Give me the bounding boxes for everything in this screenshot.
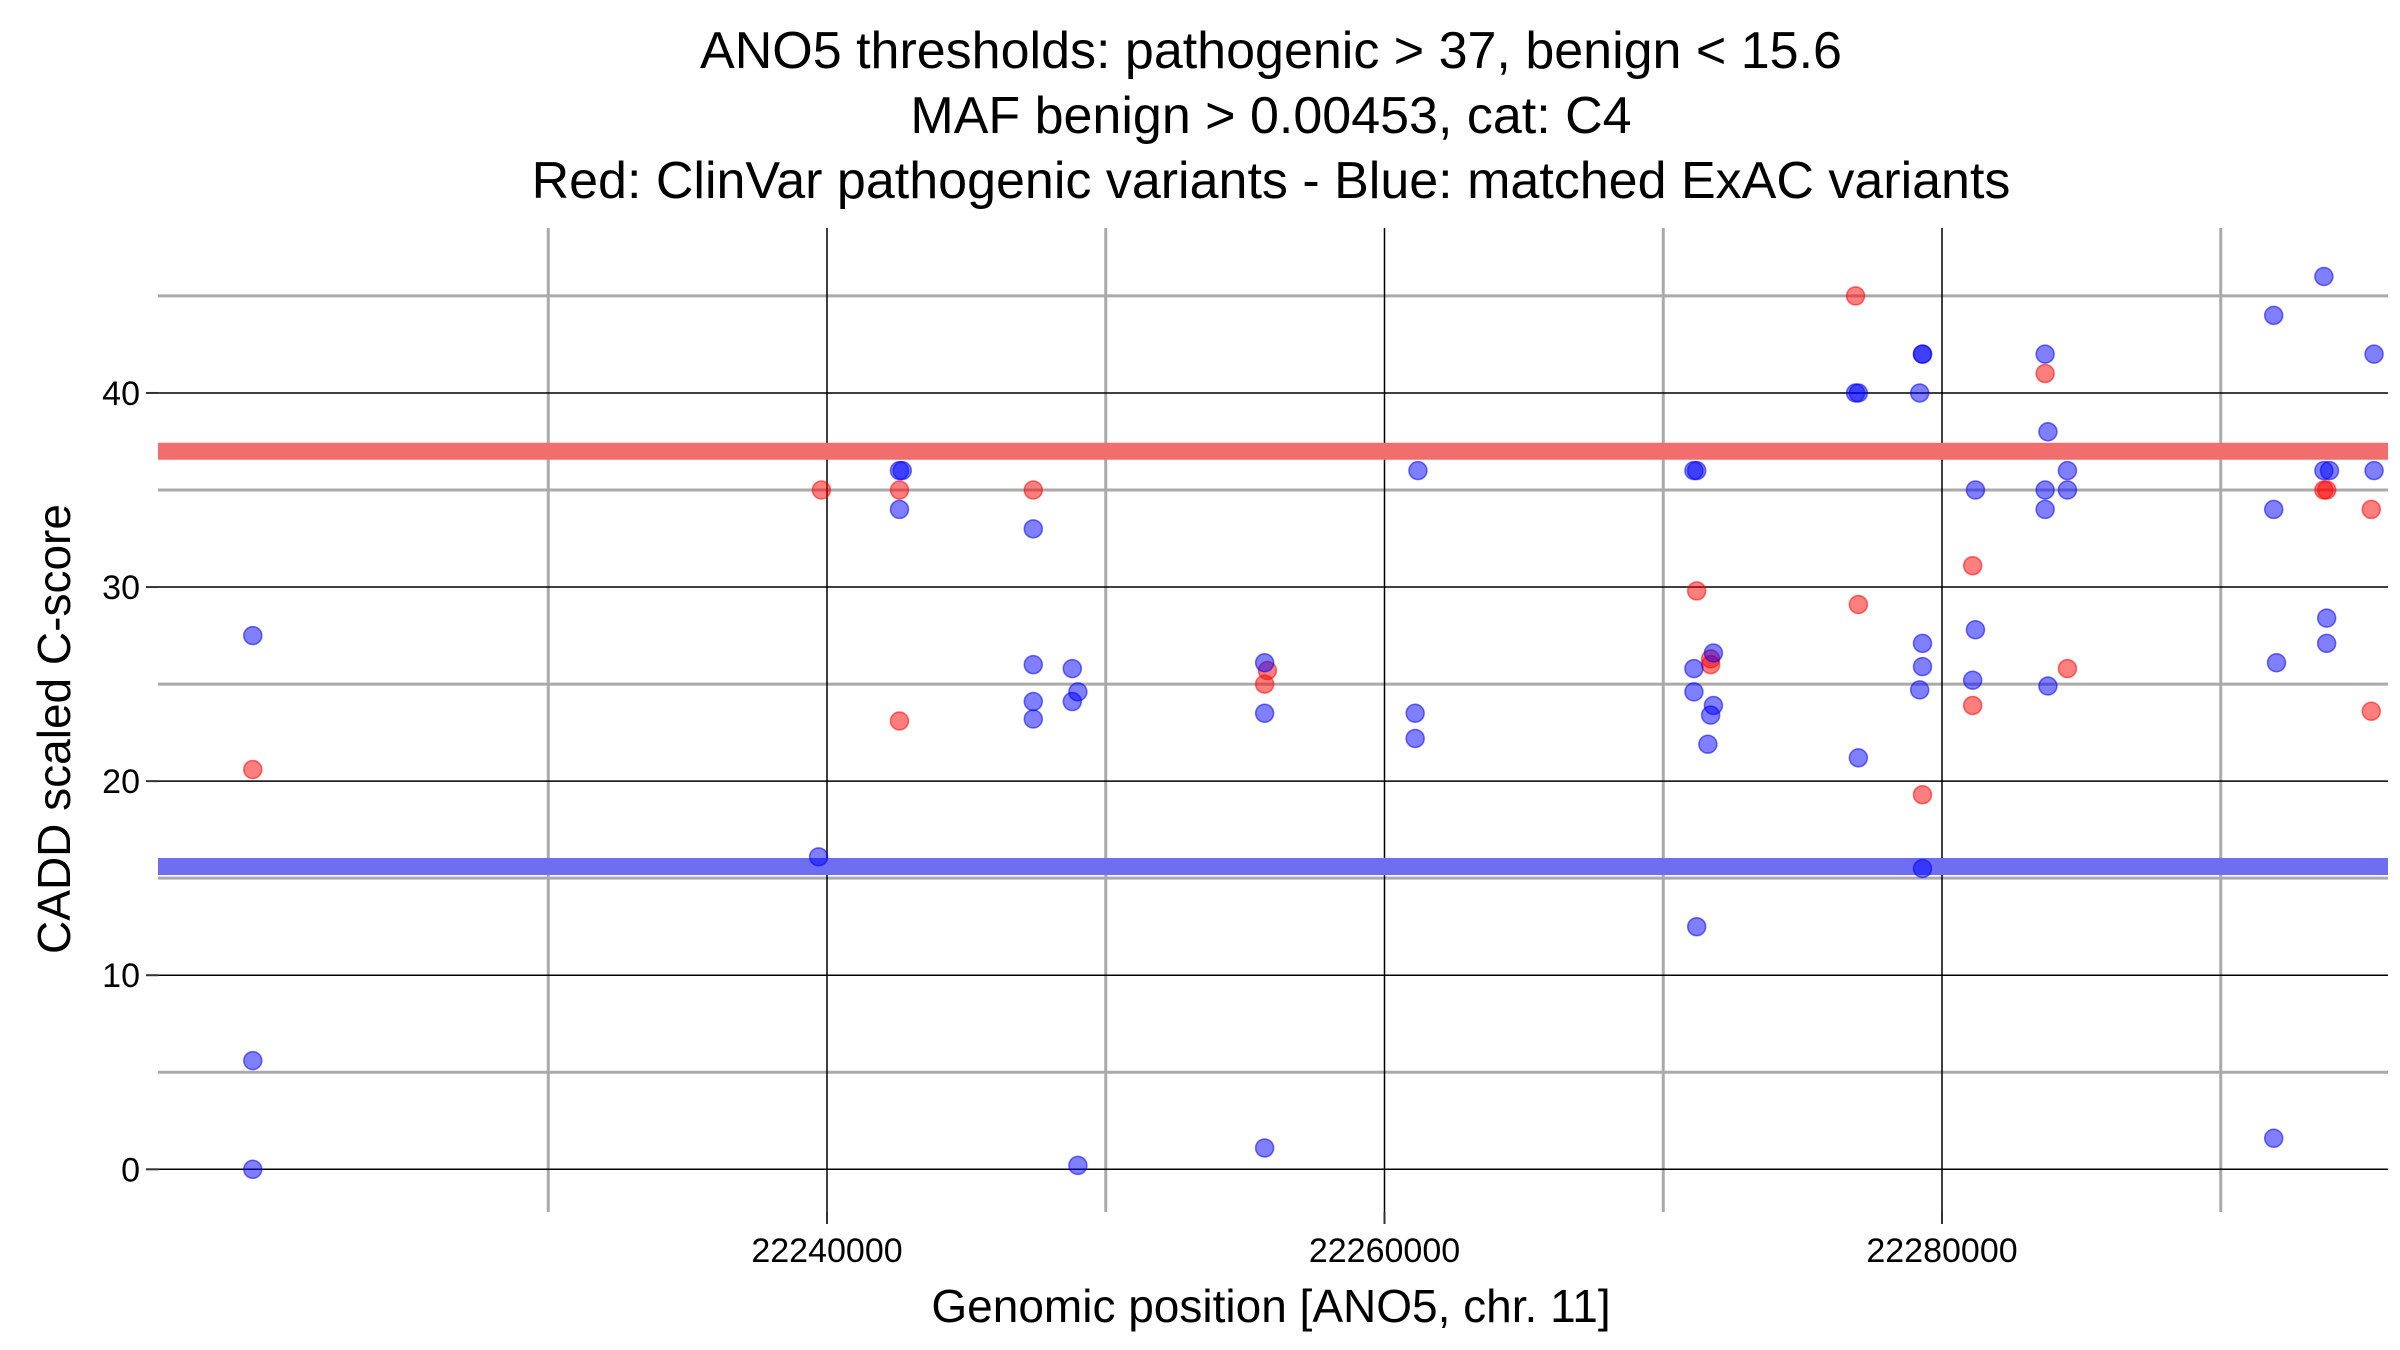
data-point <box>2057 658 2078 679</box>
axis-ticks: 0 10 20 30 40 22240000 22260000 22280000 <box>102 375 2017 1270</box>
data-point <box>1848 748 1869 768</box>
data-point <box>1068 682 1088 702</box>
data-point <box>2057 460 2078 481</box>
data-point <box>889 480 910 500</box>
x-tick-label: 22240000 <box>751 1232 902 1270</box>
data-point <box>1686 581 1707 601</box>
data-point <box>243 625 263 646</box>
x-tick-label: 22260000 <box>1309 1232 1460 1270</box>
data-point <box>243 1159 263 1180</box>
data-point <box>1845 286 1866 306</box>
data-point <box>243 1050 263 1071</box>
data-point <box>2038 422 2058 442</box>
data-point <box>1408 460 1428 481</box>
data-point <box>1962 670 1983 690</box>
data-point <box>889 499 910 520</box>
data-point <box>2035 363 2055 384</box>
grid <box>158 228 2388 1212</box>
data-point <box>1684 658 1704 679</box>
series-exac-matched <box>243 266 2384 1180</box>
data-point <box>1686 916 1707 937</box>
data-point <box>2361 701 2382 722</box>
y-tick-label: 30 <box>102 569 140 607</box>
data-point <box>889 711 910 731</box>
data-point <box>243 759 263 780</box>
data-point <box>1405 728 1425 749</box>
data-point <box>2314 266 2334 287</box>
y-tick-label: 40 <box>102 375 140 413</box>
data-point <box>1023 691 1044 712</box>
data-point <box>2316 480 2337 500</box>
data-points <box>243 266 2384 1180</box>
data-point <box>1023 709 1044 729</box>
data-point <box>2319 460 2340 481</box>
data-point <box>1965 620 1986 640</box>
title-line-3: Red: ClinVar pathogenic variants - Blue:… <box>532 152 2011 210</box>
data-point <box>1703 643 1724 663</box>
data-point <box>2263 1128 2284 1148</box>
data-point <box>2361 499 2382 520</box>
data-point <box>2263 499 2284 520</box>
data-point <box>1912 858 1933 879</box>
y-tick-label: 0 <box>121 1151 140 1189</box>
title-line-1: ANO5 thresholds: pathogenic > 37, benign… <box>700 22 1842 80</box>
data-point <box>1909 680 1930 700</box>
y-tick-label: 20 <box>102 763 140 801</box>
data-point <box>892 460 913 481</box>
data-point <box>1912 633 1933 654</box>
data-point <box>2316 608 2337 628</box>
data-point <box>808 847 829 867</box>
data-point <box>1254 703 1275 723</box>
data-point <box>1962 555 1983 576</box>
series-clinvar-pathogenic <box>243 286 2382 805</box>
y-axis-label: CADD scaled C-score <box>28 504 80 954</box>
data-point <box>2266 652 2287 673</box>
data-point <box>1912 784 1933 805</box>
x-axis-label: Genomic position [ANO5, chr. 11] <box>931 1280 1610 1332</box>
data-point <box>1848 594 1869 615</box>
data-point <box>1912 344 1933 364</box>
data-point <box>1023 519 1044 539</box>
data-point <box>2038 676 2058 696</box>
data-point <box>2364 460 2384 481</box>
data-point <box>1023 654 1044 675</box>
chart-title: ANO5 thresholds: pathogenic > 37, benign… <box>532 22 2011 210</box>
data-point <box>2263 305 2284 326</box>
data-point <box>1848 383 1869 403</box>
data-point <box>1023 480 1044 500</box>
data-point <box>1962 695 1983 716</box>
x-tick-label: 22280000 <box>1866 1232 2017 1270</box>
data-point <box>1698 734 1718 755</box>
data-point <box>2035 499 2055 520</box>
data-point <box>1062 658 1083 679</box>
data-point <box>2364 344 2384 364</box>
data-point <box>1254 1138 1275 1158</box>
data-point <box>1909 383 1930 403</box>
data-point <box>1700 705 1721 725</box>
data-point <box>2316 633 2337 654</box>
data-point <box>1684 682 1704 702</box>
data-point <box>1912 656 1933 677</box>
data-point <box>1254 652 1275 673</box>
data-point <box>1686 460 1707 481</box>
title-line-2: MAF benign > 0.00453, cat: C4 <box>910 87 1631 145</box>
data-point <box>811 480 832 500</box>
data-point <box>1068 1155 1088 1176</box>
data-point <box>1405 703 1425 723</box>
data-point <box>2035 480 2055 500</box>
data-point <box>2035 344 2055 364</box>
data-point <box>2057 480 2078 500</box>
y-tick-label: 10 <box>102 957 140 995</box>
data-point <box>1965 480 1986 500</box>
threshold-lines <box>158 442 2388 876</box>
